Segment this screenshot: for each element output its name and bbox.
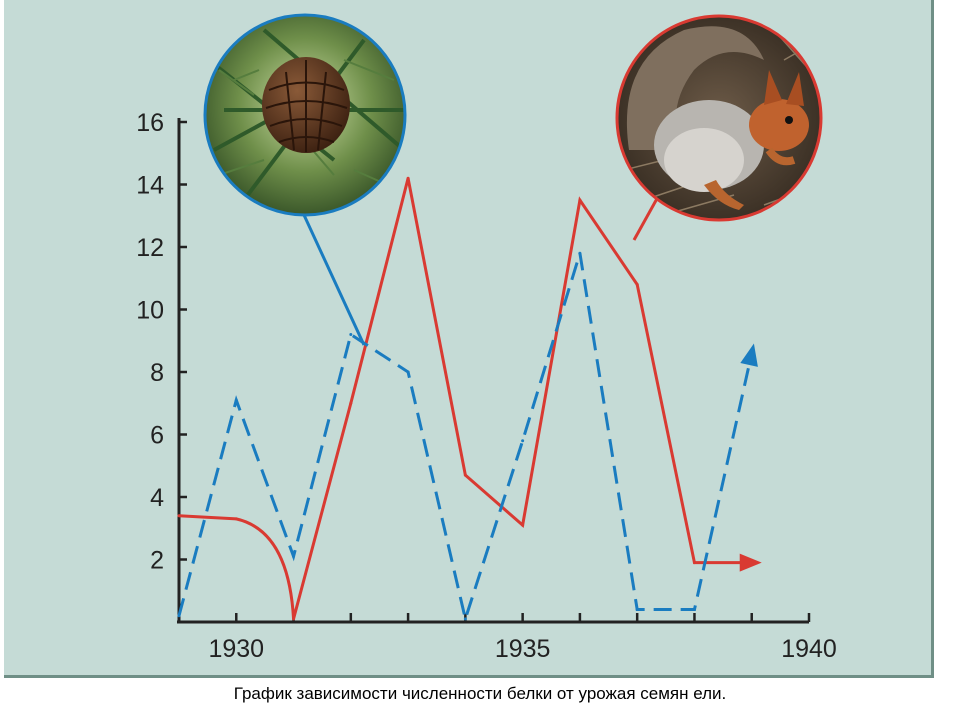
- y-tick-label: 2: [150, 547, 164, 575]
- y-tick-label: 12: [136, 234, 164, 262]
- seed-data-point: [521, 439, 525, 443]
- squirrel-data-point: [292, 617, 296, 621]
- squirrel-leader-line: [632, 194, 661, 241]
- seed-data-point: [349, 333, 353, 336]
- axes: [177, 118, 809, 624]
- y-tick-label: 16: [136, 109, 164, 137]
- y-axis-ticks: 2 4 6 8 10 12 14 16: [136, 109, 187, 575]
- seed-data-point: [578, 251, 582, 255]
- x-tick-label: 1930: [208, 635, 264, 663]
- seed-data-point: [635, 608, 639, 611]
- squirrel-arrowhead: [739, 553, 762, 572]
- squirrel-population-line: [178, 177, 752, 620]
- red-squirrel-icon: [615, 14, 823, 222]
- squirrel-data-point: [578, 198, 582, 202]
- y-tick-label: 6: [150, 422, 164, 450]
- seed-arrowhead: [740, 343, 758, 367]
- seed-data-point: [692, 608, 696, 611]
- chart-panel: 2 4 6 8 10 12 14 16 1930 1935 1940: [4, 0, 934, 678]
- seed-data-point: [177, 614, 181, 618]
- cone-leader-line: [302, 214, 366, 346]
- squirrel-data-point: [177, 514, 181, 518]
- squirrel-data-point: [635, 283, 639, 286]
- seed-data-point: [406, 370, 410, 374]
- squirrel-data-point: [406, 176, 410, 180]
- series-layer: [177, 176, 762, 625]
- y-tick-label: 8: [150, 359, 164, 387]
- chart-caption: График зависимости численности белки от …: [233, 684, 727, 703]
- y-tick-label: 14: [136, 172, 164, 200]
- squirrel-data-point: [692, 561, 696, 565]
- squirrel-data-point: [521, 523, 525, 527]
- chart-svg: 2 4 6 8 10 12 14 16 1930 1935 1940: [136, 13, 837, 663]
- x-tick-label: 1940: [781, 635, 837, 663]
- seed-data-point: [463, 617, 467, 621]
- squirrel-data-point: [349, 401, 353, 405]
- y-tick-label: 10: [136, 297, 164, 325]
- squirrel-data-point: [234, 517, 238, 521]
- spruce-cone-icon: [203, 13, 407, 217]
- seed-harvest-line: [177, 252, 754, 625]
- seed-data-point: [234, 398, 238, 402]
- squirrel-data-point: [463, 473, 467, 477]
- seed-data-point: [292, 554, 296, 558]
- x-tick-label: 1935: [495, 635, 551, 663]
- x-axis-ticks: 1930 1935 1940: [208, 613, 837, 663]
- y-tick-label: 4: [150, 484, 164, 512]
